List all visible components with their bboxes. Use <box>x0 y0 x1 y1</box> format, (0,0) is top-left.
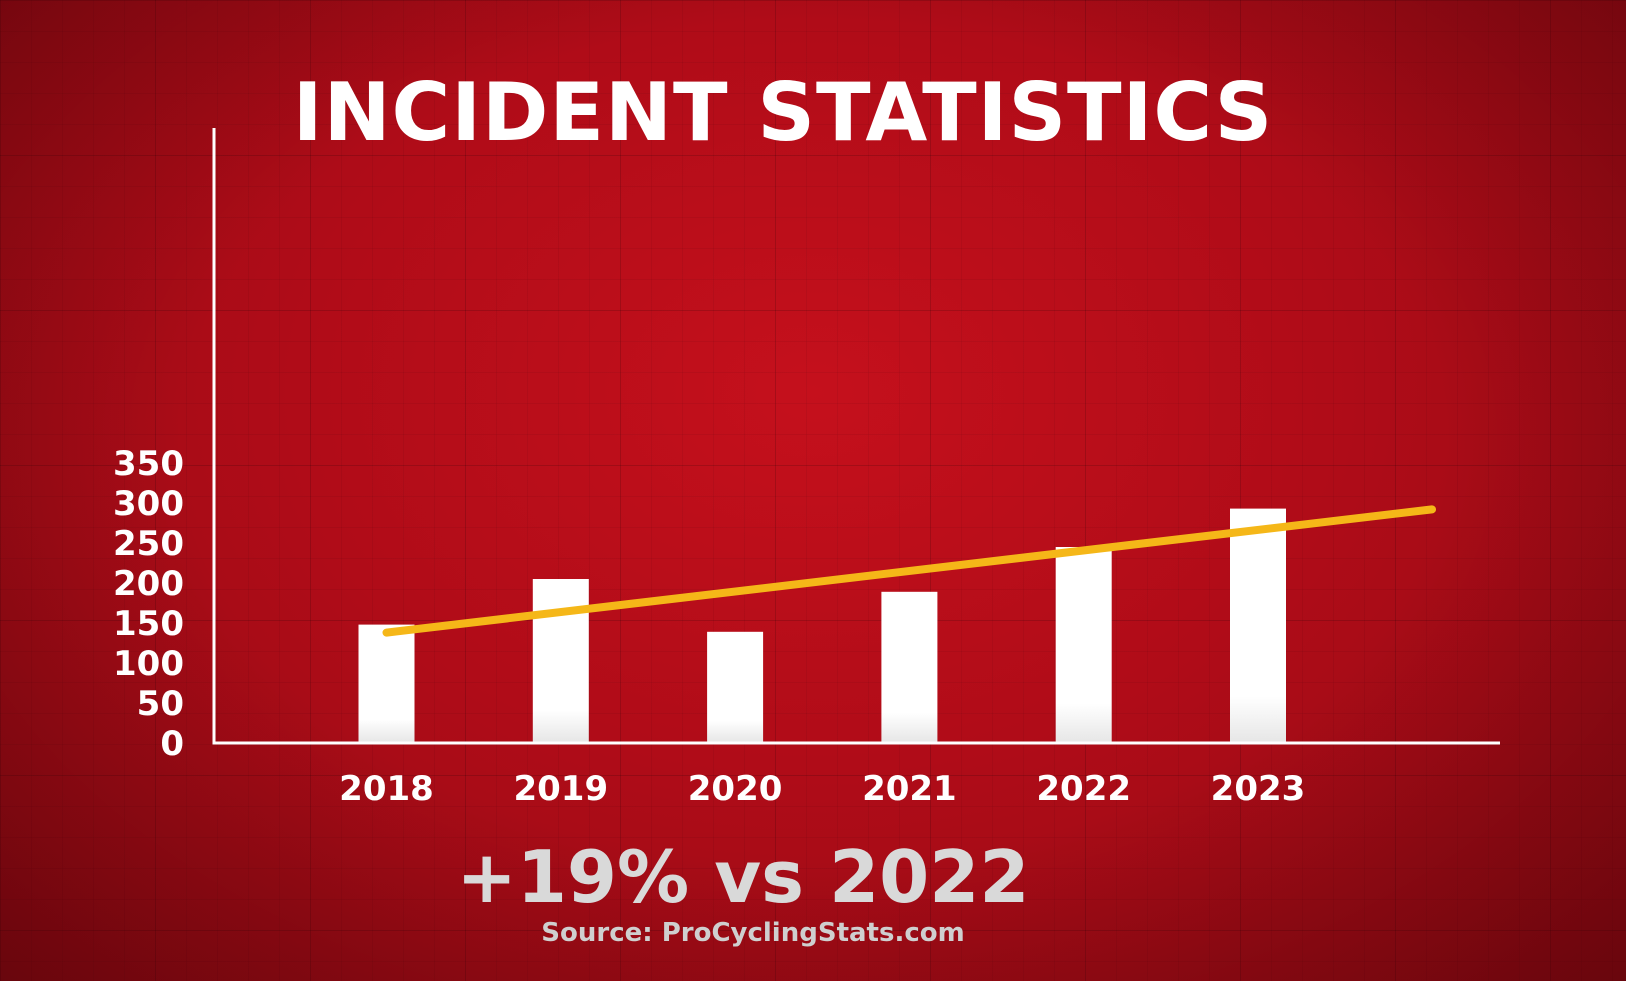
trend-line <box>382 505 1436 637</box>
bar-2021 <box>881 591 938 743</box>
change-annotation: +19% vs 2022 <box>456 835 1030 919</box>
y-tick-label-150: 150 <box>113 604 184 644</box>
y-tick-label-0: 0 <box>160 724 184 764</box>
bar-2022 <box>1055 547 1112 743</box>
x-tick-label-2023: 2023 <box>1211 769 1306 809</box>
y-tick-label-50: 50 <box>137 684 184 724</box>
bar-2020 <box>707 631 764 743</box>
y-tick-label-350: 350 <box>113 444 184 484</box>
y-tick-label-200: 200 <box>113 564 184 604</box>
chart-title: INCIDENT STATISTICS <box>292 66 1274 159</box>
y-tick-label-250: 250 <box>113 524 184 564</box>
x-tick-label-2019: 2019 <box>513 769 608 809</box>
y-tick-label-300: 300 <box>113 484 184 524</box>
bar-2023 <box>1230 508 1286 743</box>
bar-2018 <box>358 624 415 743</box>
x-tick-label-2021: 2021 <box>862 769 957 809</box>
y-tick-label-100: 100 <box>113 644 184 684</box>
x-tick-label-2020: 2020 <box>688 769 783 809</box>
x-tick-label-2022: 2022 <box>1036 769 1131 809</box>
bar-2019 <box>532 579 589 743</box>
source-credit: Source: ProCyclingStats.com <box>541 918 965 948</box>
x-tick-label-2018: 2018 <box>339 769 434 809</box>
